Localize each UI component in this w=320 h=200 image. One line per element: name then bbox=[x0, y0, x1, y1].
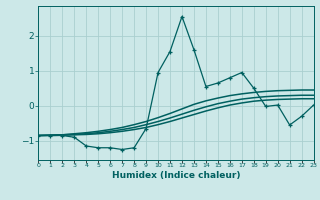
X-axis label: Humidex (Indice chaleur): Humidex (Indice chaleur) bbox=[112, 171, 240, 180]
